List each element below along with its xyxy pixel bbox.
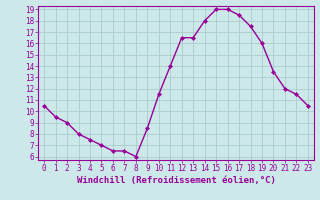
X-axis label: Windchill (Refroidissement éolien,°C): Windchill (Refroidissement éolien,°C) [76, 176, 276, 185]
